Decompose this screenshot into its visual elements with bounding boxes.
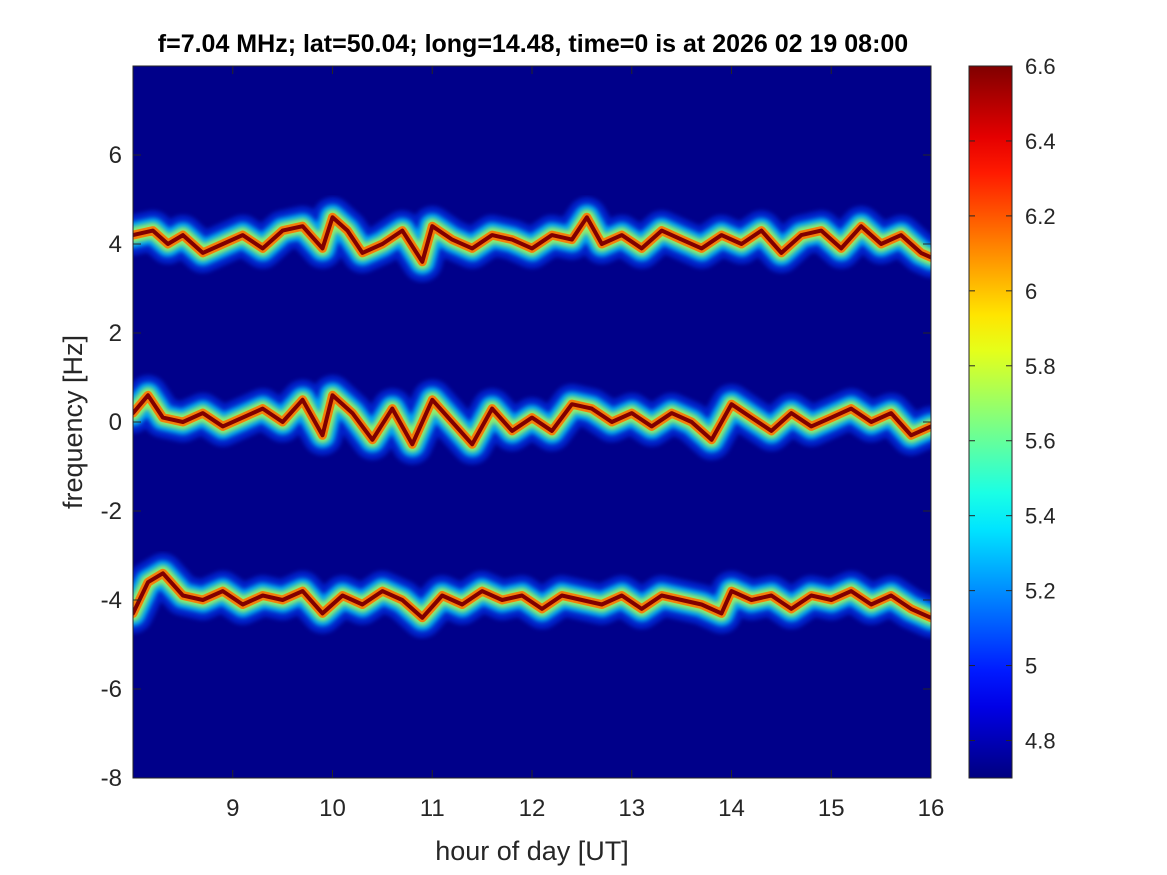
trace-0-band-4 (133, 215, 931, 264)
x-axis: 9 10 11 12 13 14 15 16 (226, 66, 944, 822)
y-tick-label: -4 (101, 587, 122, 614)
y-tick-label: 4 (109, 231, 122, 258)
heatmap-traces (133, 197, 931, 638)
colorbar-tick-label: 5.8 (1025, 354, 1056, 379)
y-tick-label: 2 (109, 320, 122, 347)
x-tick-label: 10 (319, 795, 346, 822)
colorbar-tick-label: 5.4 (1025, 504, 1056, 529)
y-axis-label: frequency [Hz] (58, 335, 88, 509)
colorbar-ticks: 4.8 5 5.2 5.4 5.6 5.8 6 6.2 6.4 6.6 (969, 54, 1056, 754)
y-tick-label: 6 (109, 142, 122, 169)
y-axis: -8 -6 -4 -2 0 2 4 6 (101, 142, 931, 792)
colorbar-tick-label: 5.6 (1025, 429, 1056, 454)
colorbar-tick-label: 6.4 (1025, 129, 1056, 154)
plot-area (132, 65, 932, 779)
colorbar-tick-label: 5.2 (1025, 579, 1056, 604)
colorbar: 4.8 5 5.2 5.4 5.6 5.8 6 6.2 6.4 6.6 (968, 54, 1056, 779)
colorbar-tick-label: 4.8 (1025, 729, 1056, 754)
x-tick-label: 12 (519, 795, 546, 822)
y-tick-label: 0 (109, 409, 122, 436)
colorbar-gradient (969, 66, 1012, 778)
trace-1-band-4 (133, 393, 931, 447)
x-axis-label: hour of day [UT] (435, 836, 629, 866)
y-tick-label: -2 (101, 498, 122, 525)
x-tick-label: 9 (226, 795, 239, 822)
x-tick-label: 14 (718, 795, 745, 822)
colorbar-tick-label: 6.6 (1025, 54, 1056, 79)
x-tick-label: 16 (918, 795, 945, 822)
x-tick-label: 11 (420, 795, 445, 822)
y-tick-label: -6 (101, 676, 122, 703)
trace-2-band-4 (133, 571, 931, 620)
y-tick-label: -8 (101, 765, 122, 792)
x-tick-label: 15 (818, 795, 845, 822)
x-tick-label: 13 (618, 795, 645, 822)
colorbar-tick-label: 6 (1025, 279, 1037, 304)
colorbar-frame (968, 65, 1013, 779)
colorbar-tick-label: 5 (1025, 654, 1037, 679)
chart-title: f=7.04 MHz; lat=50.04; long=14.48, time=… (158, 30, 908, 58)
colorbar-tick-label: 6.2 (1025, 204, 1056, 229)
